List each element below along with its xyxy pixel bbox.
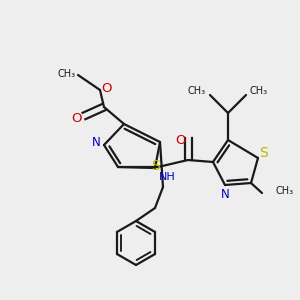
Text: NH: NH [159, 172, 176, 182]
Text: S: S [260, 146, 268, 160]
Text: O: O [101, 82, 111, 95]
Text: CH₃: CH₃ [276, 186, 294, 196]
Text: CH₃: CH₃ [250, 86, 268, 96]
Text: N: N [220, 188, 230, 200]
Text: O: O [71, 112, 81, 124]
Text: CH₃: CH₃ [188, 86, 206, 96]
Text: S: S [152, 159, 160, 173]
Text: N: N [92, 136, 100, 148]
Text: O: O [175, 134, 185, 146]
Text: CH₃: CH₃ [58, 69, 76, 79]
